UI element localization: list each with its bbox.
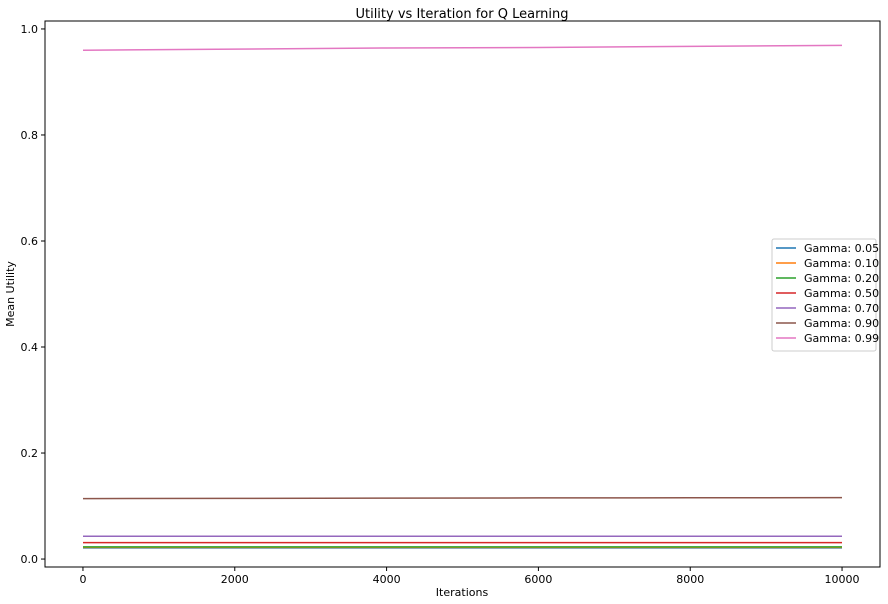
series-lines bbox=[82, 44, 843, 549]
y-tick-label: 0.6 bbox=[21, 235, 39, 248]
chart-title: Utility vs Iteration for Q Learning bbox=[355, 7, 568, 22]
y-tick-label: 1.0 bbox=[21, 23, 39, 36]
legend-label: Gamma: 0.50 bbox=[804, 287, 879, 300]
x-tick-label: 4000 bbox=[373, 573, 401, 586]
series-line bbox=[82, 496, 843, 500]
legend-label: Gamma: 0.99 bbox=[804, 332, 879, 345]
legend-label: Gamma: 0.10 bbox=[804, 257, 879, 270]
legend-label: Gamma: 0.20 bbox=[804, 272, 879, 285]
y-tick-label: 0.4 bbox=[21, 341, 39, 354]
x-tick-label: 6000 bbox=[524, 573, 552, 586]
legend-box bbox=[771, 238, 877, 352]
x-axis-label: Iterations bbox=[436, 586, 489, 599]
legend: Gamma: 0.05 Gamma: 0.10 Gamma: 0.20 Gamma: … bbox=[771, 238, 879, 352]
series-line bbox=[82, 44, 843, 51]
legend-label: Gamma: 0.90 bbox=[804, 317, 879, 330]
y-tick-label: 0.0 bbox=[21, 553, 39, 566]
plot-area-frame bbox=[44, 20, 881, 568]
legend-label: Gamma: 0.05 bbox=[804, 242, 879, 255]
x-tick-label: 2000 bbox=[221, 573, 249, 586]
x-tick-label: 0 bbox=[79, 573, 86, 586]
legend-label: Gamma: 0.70 bbox=[804, 302, 879, 315]
x-tick-label: 8000 bbox=[676, 573, 704, 586]
y-tick-label: 0.8 bbox=[21, 129, 39, 142]
y-axis-label: Mean Utility bbox=[4, 261, 17, 327]
y-axis: 0.0 0.2 0.4 0.6 0.8 1.0 bbox=[21, 23, 45, 566]
x-axis: 0 2000 4000 6000 8000 10000 bbox=[79, 567, 860, 586]
y-tick-label: 0.2 bbox=[21, 447, 39, 460]
x-tick-label: 10000 bbox=[825, 573, 860, 586]
